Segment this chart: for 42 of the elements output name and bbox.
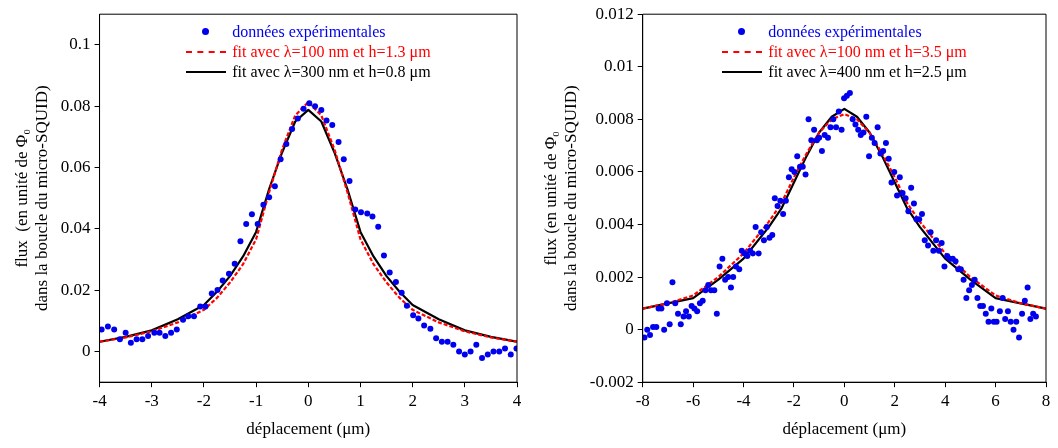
x-tick-label: 3	[460, 390, 470, 410]
y-tick-label: 0	[82, 341, 91, 360]
x-tick-label: -4	[92, 390, 108, 410]
legend-label: données expérimentales	[232, 22, 386, 43]
y-tick-label: 0.06	[60, 157, 91, 176]
legend-label: fit avec λ=400 nm et h=2.5 μm	[768, 62, 967, 83]
x-tick-label: -8	[635, 390, 650, 410]
y-tick-label: 0.1	[69, 34, 91, 54]
x-tick-label: 4	[512, 390, 522, 410]
legend-label: fit avec λ=100 nm et h=1.3 μm	[232, 42, 431, 63]
y-tick-label: -0.002	[589, 371, 634, 391]
y-tick-label: 0.008	[595, 108, 634, 128]
x-tick-label: 8	[1041, 390, 1051, 410]
legend-label: fit avec λ=100 nm et h=3.5 μm	[768, 42, 967, 63]
x-tick-label: 1	[356, 390, 365, 410]
y-tick-label: 0.01	[603, 56, 634, 76]
y-tick-label: 0.012	[595, 3, 634, 23]
x-tick-label: -4	[736, 390, 752, 410]
y-tick-label: 0.04	[60, 218, 92, 238]
y-tick-label: 0.08	[60, 95, 91, 115]
x-axis-title: déplacement (μm)	[782, 419, 907, 439]
x-axis-title: déplacement (μm)	[246, 419, 371, 439]
y-axis-title: flux (en unité de Φ₀ dans la boucle du micro-SQUID)	[540, 85, 581, 312]
x-tick-label: 0	[840, 390, 849, 410]
x-tick-label: 6	[991, 390, 1000, 410]
y-axis-title: flux (en unité de Φ₀ dans la boucle du micro-SQUID)	[11, 85, 52, 312]
y-tick-label: 0.002	[595, 266, 634, 286]
x-tick-label: -6	[686, 390, 701, 410]
y-tick-label: 0.006	[595, 161, 634, 181]
legend-label: données expérimentales	[768, 22, 922, 43]
x-tick-label: -3	[144, 390, 159, 410]
x-tick-label: 2	[890, 390, 900, 410]
legend-label: fit avec λ=300 nm et h=0.8 μm	[232, 62, 431, 83]
y-tick-label: 0.004	[595, 213, 635, 233]
x-tick-label: 4	[940, 390, 950, 410]
x-tick-label: -2	[786, 390, 802, 410]
x-tick-label: -1	[249, 390, 264, 410]
y-tick-label: 0	[625, 319, 634, 339]
x-tick-label: 0	[304, 390, 313, 410]
y-tick-label: 0.02	[60, 279, 91, 299]
x-tick-label: -2	[196, 390, 211, 410]
x-tick-label: 2	[408, 390, 417, 410]
